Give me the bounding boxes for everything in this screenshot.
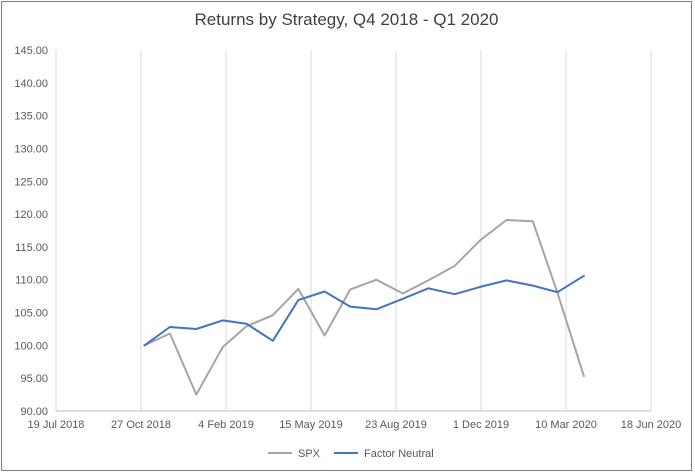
x-tick-label: 23 Aug 2019 xyxy=(365,419,427,431)
y-tick-label: 140.00 xyxy=(14,78,48,90)
legend-label: SPX xyxy=(298,448,321,460)
y-tick-label: 95.00 xyxy=(20,373,48,385)
x-tick-label: 1 Dec 2019 xyxy=(453,419,509,431)
y-tick-label: 145.00 xyxy=(14,45,48,57)
series-line-factor-neutral xyxy=(143,274,585,347)
x-tick-label: 18 Jun 2020 xyxy=(621,419,682,431)
y-tick-label: 115.00 xyxy=(15,242,48,254)
x-tick-label: 10 Mar 2020 xyxy=(535,419,597,431)
y-tick-label: 125.00 xyxy=(14,176,48,188)
chart-title: Returns by Strategy, Q4 2018 - Q1 2020 xyxy=(194,10,499,29)
y-tick-label: 110.00 xyxy=(15,275,48,287)
y-tick-label: 100.00 xyxy=(14,340,48,352)
y-tick-label: 120.00 xyxy=(14,209,48,221)
legend-label: Factor Neutral xyxy=(364,448,434,460)
y-tick-label: 135.00 xyxy=(14,111,48,123)
series-line-spx xyxy=(143,219,585,396)
y-tick-label: 105.00 xyxy=(14,308,48,320)
x-tick-label: 4 Feb 2019 xyxy=(198,419,254,431)
x-tick-label: 15 May 2019 xyxy=(279,419,343,431)
y-tick-label: 130.00 xyxy=(14,143,48,155)
x-tick-label: 19 Jul 2018 xyxy=(28,419,85,431)
x-tick-label: 27 Oct 2018 xyxy=(111,419,171,431)
y-tick-label: 90.00 xyxy=(20,406,48,418)
